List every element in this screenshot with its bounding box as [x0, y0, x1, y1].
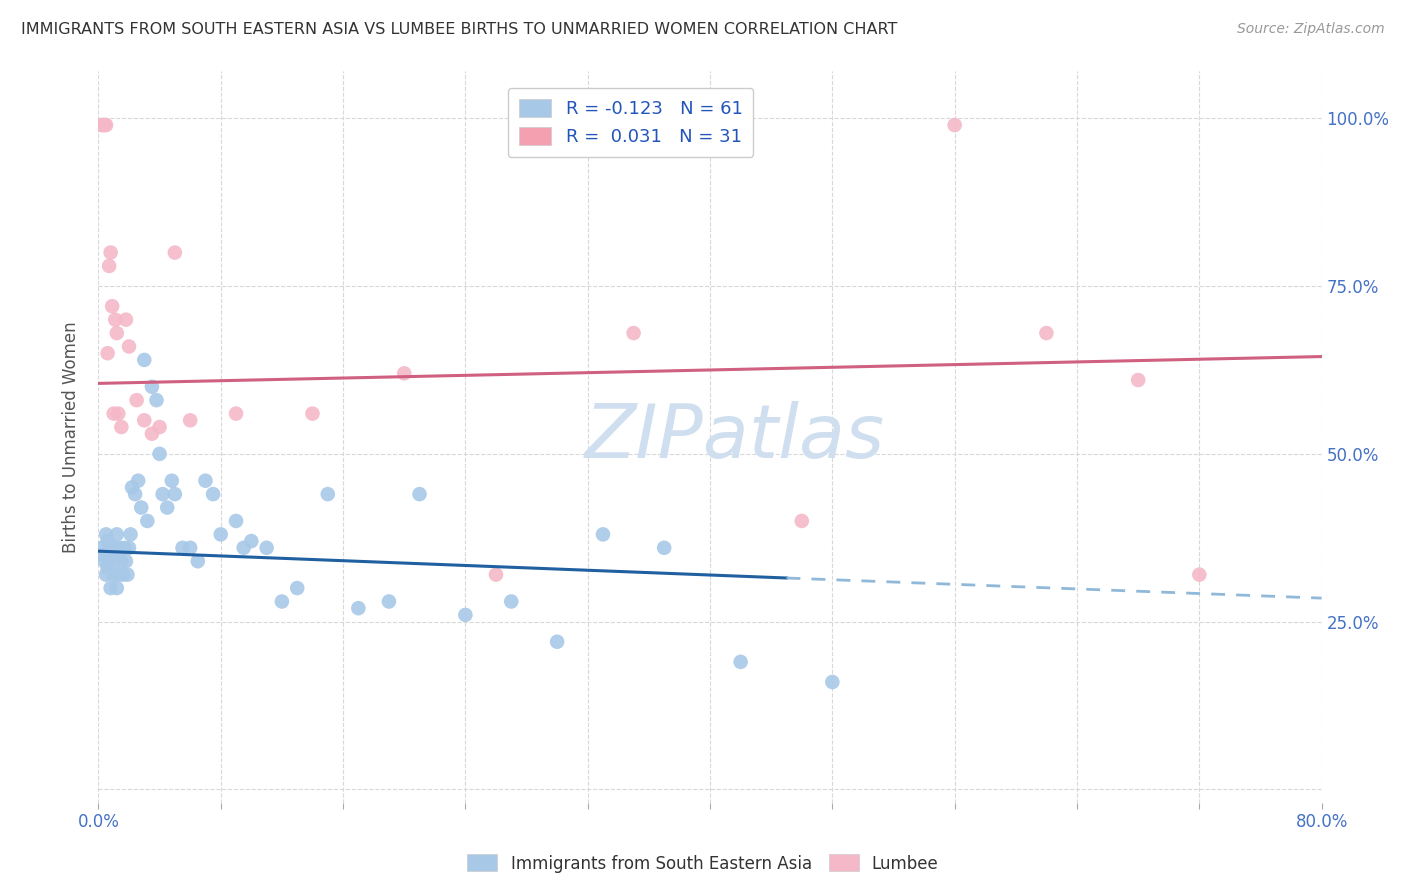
Text: Source: ZipAtlas.com: Source: ZipAtlas.com [1237, 22, 1385, 37]
Point [104, 554, 127, 568]
Point [623, 326, 645, 340]
Y-axis label: Births to Unmarried Women: Births to Unmarried Women [62, 321, 80, 553]
Point [98, 259, 121, 273]
Point [187, 554, 209, 568]
Point [179, 541, 201, 555]
Point [129, 500, 152, 515]
Point [90, 118, 112, 132]
Point [943, 118, 966, 132]
Point [145, 393, 167, 408]
Point [163, 487, 186, 501]
Point [316, 487, 339, 501]
Point [149, 420, 172, 434]
Point [94, 118, 117, 132]
Point [110, 420, 132, 434]
Point [149, 447, 172, 461]
Point [110, 554, 132, 568]
Point [120, 527, 142, 541]
Point [172, 541, 194, 555]
Point [136, 514, 159, 528]
Point [194, 474, 217, 488]
Point [105, 581, 128, 595]
Point [124, 487, 146, 501]
Point [103, 541, 125, 555]
Point [141, 380, 163, 394]
Point [118, 541, 141, 555]
Point [821, 675, 844, 690]
Point [156, 500, 179, 515]
Point [347, 601, 370, 615]
Point [485, 567, 508, 582]
Text: IMMIGRANTS FROM SOUTH EASTERN ASIA VS LUMBEE BIRTHS TO UNMARRIED WOMEN CORRELATI: IMMIGRANTS FROM SOUTH EASTERN ASIA VS LU… [21, 22, 897, 37]
Point [125, 393, 148, 408]
Point [454, 607, 477, 622]
Text: ZIPatlas: ZIPatlas [585, 401, 884, 473]
Point [100, 541, 122, 555]
Legend: R = -0.123   N = 61, R =  0.031   N = 31: R = -0.123 N = 61, R = 0.031 N = 31 [508, 87, 754, 157]
Point [93, 118, 115, 132]
Point [1035, 326, 1057, 340]
Point [111, 567, 134, 582]
Point [240, 534, 263, 549]
Point [107, 407, 129, 421]
Point [115, 312, 138, 326]
Point [378, 594, 401, 608]
Point [301, 407, 323, 421]
Point [100, 581, 122, 595]
Point [104, 312, 127, 326]
Point [94, 567, 117, 582]
Point [408, 487, 430, 501]
Point [127, 474, 149, 488]
Point [163, 245, 186, 260]
Point [225, 514, 247, 528]
Point [90, 541, 112, 555]
Point [225, 407, 247, 421]
Point [232, 541, 254, 555]
Point [501, 594, 523, 608]
Point [152, 487, 174, 501]
Point [98, 554, 121, 568]
Point [115, 554, 138, 568]
Point [93, 554, 115, 568]
Point [97, 534, 120, 549]
Point [592, 527, 614, 541]
Point [91, 548, 114, 562]
Point [160, 474, 183, 488]
Point [202, 487, 225, 501]
Point [652, 541, 675, 555]
Point [121, 480, 143, 494]
Point [107, 567, 129, 582]
Point [209, 527, 232, 541]
Point [105, 326, 128, 340]
Point [94, 527, 117, 541]
Point [103, 567, 125, 582]
Point [105, 527, 128, 541]
Point [546, 634, 568, 648]
Point [392, 367, 416, 381]
Point [108, 541, 131, 555]
Point [103, 407, 125, 421]
Point [134, 413, 156, 427]
Point [97, 561, 120, 575]
Point [112, 541, 135, 555]
Point [91, 118, 114, 132]
Point [118, 339, 141, 353]
Point [97, 346, 120, 360]
Point [270, 594, 292, 608]
Point [100, 245, 122, 260]
Point [101, 299, 124, 313]
Point [285, 581, 308, 595]
Point [101, 548, 124, 562]
Point [117, 567, 139, 582]
Point [179, 413, 201, 427]
Point [730, 655, 752, 669]
Point [141, 426, 163, 441]
Point [134, 352, 156, 367]
Legend: Immigrants from South Eastern Asia, Lumbee: Immigrants from South Eastern Asia, Lumb… [461, 847, 945, 880]
Point [1188, 567, 1211, 582]
Point [1128, 373, 1150, 387]
Point [790, 514, 813, 528]
Point [256, 541, 278, 555]
